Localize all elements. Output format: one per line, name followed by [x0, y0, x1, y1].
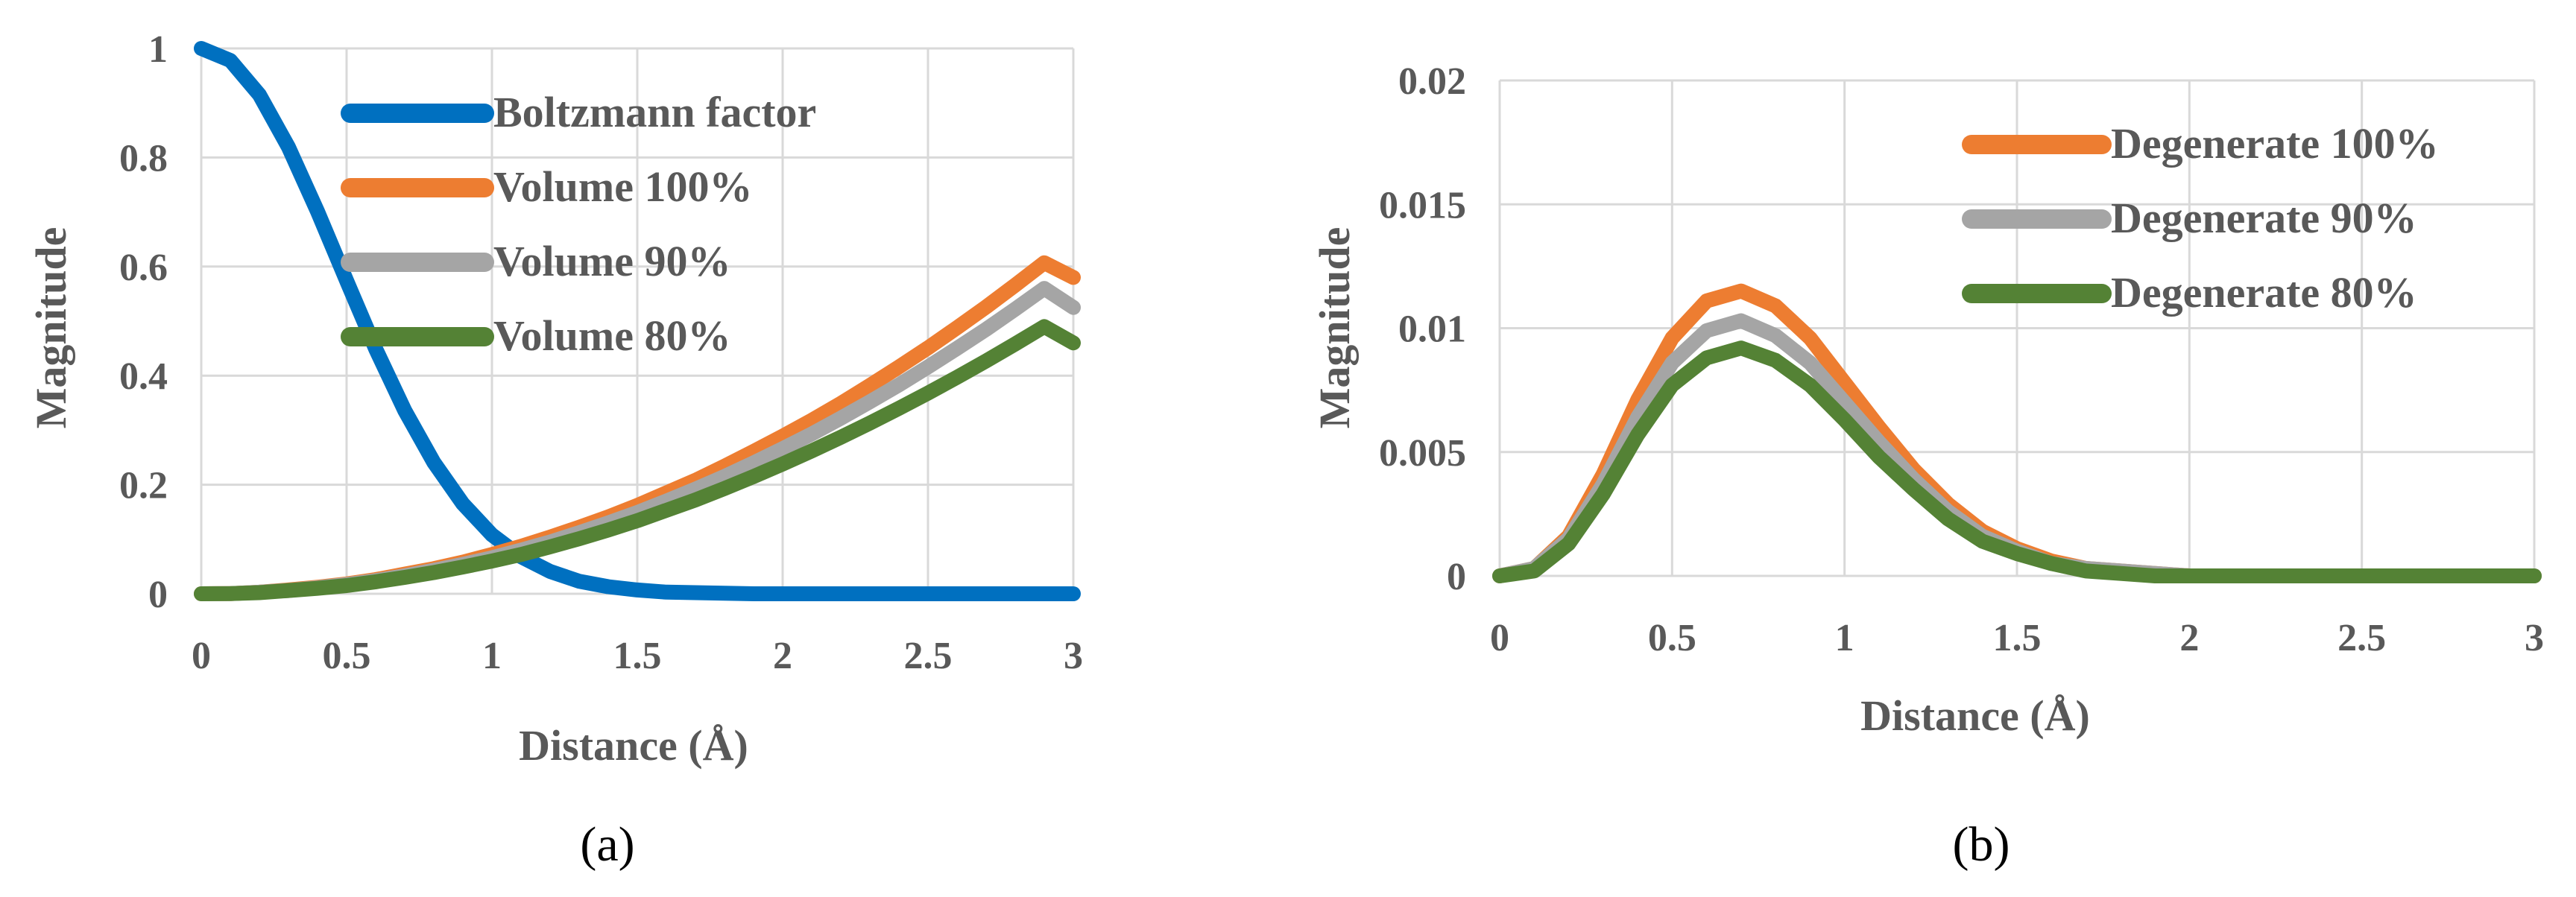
- x-tick-label: 2: [2179, 617, 2199, 659]
- x-tick-label: 1: [482, 635, 502, 677]
- y-tick-label: 0: [148, 574, 168, 616]
- series-line-degenerate-80: [1492, 340, 2542, 583]
- y-tick-label: 0.6: [119, 247, 168, 289]
- y-tick-label: 0.2: [119, 465, 168, 507]
- y-tick-label: 1: [148, 28, 168, 71]
- legend-label-degenerate-90: Degenerate 90%: [2111, 194, 2417, 242]
- chart-a-legend: Boltzmann factor Volume 100% Volume 90% Vol…: [341, 88, 816, 360]
- chart-b-x-ticks: 0 0.5 1 1.5 2 2.5 3: [1490, 617, 2544, 659]
- y-tick-label: 0.015: [1379, 184, 1466, 226]
- x-tick-label: 3: [1064, 635, 1083, 677]
- chart-a-x-axis-label: Distance (Å): [519, 721, 748, 770]
- legend-label-volume-80: Volume 80%: [493, 311, 731, 360]
- legend-label-volume-100: Volume 100%: [493, 162, 753, 211]
- x-tick-label: 3: [2525, 617, 2544, 659]
- x-tick-label: 0.5: [323, 635, 371, 677]
- chart-b: 0 0.5 1 1.5 2 2.5 3 0 0.005 0.01 0.015 0.02 Degene…: [1310, 60, 2544, 872]
- y-tick-label: 0: [1447, 556, 1466, 598]
- chart-a: 0 0.5 1 1.5 2 2.5 3 0 0.2 0.4 0.6 0.8 1 Boltzmann f…: [27, 28, 1083, 872]
- chart-a-panel-label: (a): [580, 817, 634, 872]
- legend-label-boltzmann-factor: Boltzmann factor: [493, 88, 816, 136]
- series-line-volume-80: [194, 319, 1081, 601]
- y-tick-label: 0.4: [119, 355, 168, 398]
- legend-label-degenerate-100: Degenerate 100%: [2111, 119, 2439, 168]
- x-tick-label: 0.5: [1648, 617, 1696, 659]
- chart-a-x-ticks: 0 0.5 1 1.5 2 2.5 3: [192, 635, 1083, 677]
- chart-b-y-ticks: 0 0.005 0.01 0.015 0.02: [1379, 60, 1466, 598]
- chart-a-y-ticks: 0 0.2 0.4 0.6 0.8 1: [119, 28, 168, 616]
- chart-b-series: [1492, 283, 2542, 583]
- y-tick-label: 0.005: [1379, 432, 1466, 475]
- chart-b-x-axis-label: Distance (Å): [1860, 691, 2090, 740]
- x-tick-label: 1.5: [613, 635, 662, 677]
- chart-b-legend: Degenerate 100% Degenerate 90% Degenerate …: [1962, 119, 2439, 317]
- chart-a-series: [194, 41, 1081, 601]
- legend-label-volume-90: Volume 90%: [493, 237, 731, 285]
- chart-b-panel-label: (b): [1953, 817, 2010, 872]
- x-tick-label: 2.5: [2337, 617, 2386, 659]
- x-tick-label: 2.5: [904, 635, 953, 677]
- x-tick-label: 1.5: [1993, 617, 2042, 659]
- x-tick-label: 1: [1835, 617, 1854, 659]
- x-tick-label: 0: [1490, 617, 1509, 659]
- y-tick-label: 0.8: [119, 137, 168, 180]
- x-tick-label: 2: [773, 635, 792, 677]
- legend-label-degenerate-80: Degenerate 80%: [2111, 268, 2417, 317]
- chart-b-y-axis-label: Magnitude: [1310, 227, 1359, 429]
- x-tick-label: 0: [192, 635, 211, 677]
- chart-a-y-axis-label: Magnitude: [27, 227, 75, 429]
- y-tick-label: 0.01: [1398, 308, 1466, 351]
- y-tick-label: 0.02: [1398, 60, 1466, 103]
- series-line-boltzmann-factor: [194, 41, 1081, 601]
